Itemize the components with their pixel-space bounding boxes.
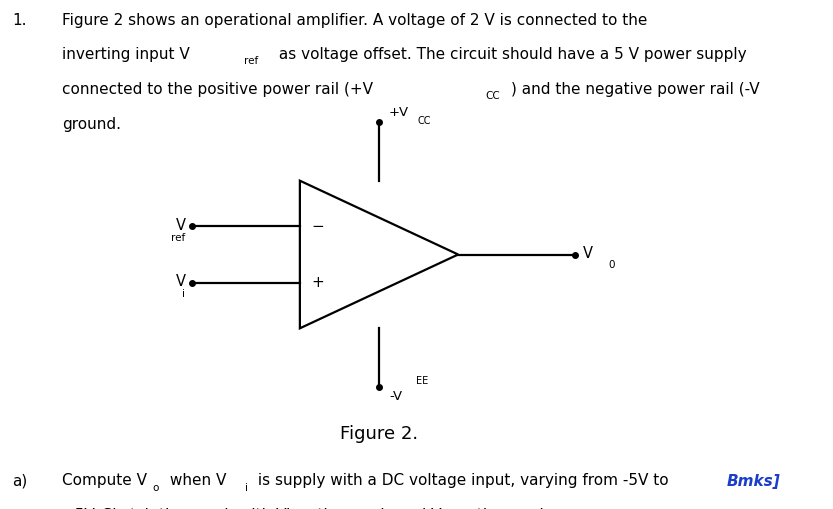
- Text: ref: ref: [171, 233, 185, 243]
- Text: EE: EE: [416, 376, 428, 386]
- Text: Figure 2.: Figure 2.: [340, 425, 418, 443]
- Text: connected to the positive power rail (+V: connected to the positive power rail (+V: [62, 82, 373, 97]
- Text: a): a): [12, 473, 27, 488]
- Text: V: V: [583, 246, 593, 261]
- Text: 0: 0: [608, 260, 615, 270]
- Text: V: V: [176, 274, 186, 289]
- Text: +V: +V: [389, 106, 409, 119]
- Text: Compute V: Compute V: [62, 473, 147, 488]
- Text: Bmks]: Bmks]: [727, 474, 781, 489]
- Text: when V: when V: [165, 473, 227, 488]
- Text: V: V: [176, 218, 186, 233]
- Text: i: i: [182, 289, 185, 299]
- Text: ) and the negative power rail (-V: ) and the negative power rail (-V: [511, 82, 759, 97]
- Text: +5V. Sketch the graph with Vi as the x-axis and Vo as the y-axis.: +5V. Sketch the graph with Vi as the x-a…: [62, 508, 557, 509]
- Text: 1.: 1.: [12, 13, 27, 27]
- Text: -V: -V: [389, 390, 402, 403]
- Text: Figure 2 shows an operational amplifier. A voltage of 2 V is connected to the: Figure 2 shows an operational amplifier.…: [62, 13, 648, 27]
- Text: ground.: ground.: [62, 117, 122, 131]
- Text: is supply with a DC voltage input, varying from -5V to: is supply with a DC voltage input, varyi…: [253, 473, 669, 488]
- Text: CC: CC: [417, 116, 431, 126]
- Text: +: +: [312, 275, 325, 290]
- Text: −: −: [312, 219, 325, 234]
- Text: inverting input V: inverting input V: [62, 47, 190, 62]
- Text: as voltage offset. The circuit should have a 5 V power supply: as voltage offset. The circuit should ha…: [274, 47, 747, 62]
- Text: CC: CC: [486, 91, 501, 101]
- Text: ref: ref: [244, 56, 259, 66]
- Text: o: o: [152, 483, 159, 493]
- Text: i: i: [245, 483, 248, 493]
